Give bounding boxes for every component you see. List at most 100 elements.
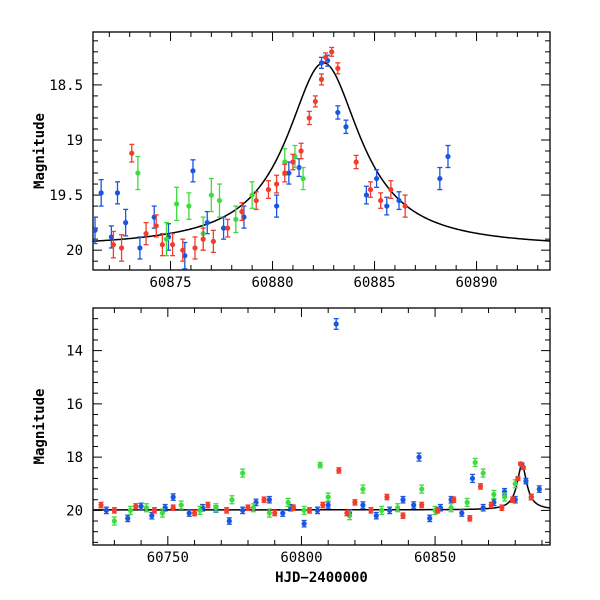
data-point (285, 497, 291, 508)
data-point (445, 144, 451, 169)
data-point (137, 236, 143, 260)
data-point (229, 495, 235, 505)
data-point (174, 186, 180, 222)
x-axis-label: HJD−2400000 (275, 570, 368, 586)
data-point (191, 509, 198, 517)
data-point (143, 221, 149, 246)
data-point (133, 503, 139, 510)
data-point (274, 174, 280, 194)
series-blue (93, 54, 451, 270)
data-point (225, 218, 231, 238)
data-point (204, 210, 210, 235)
data-point (512, 479, 518, 489)
data-point (200, 227, 206, 251)
data-point (298, 142, 304, 160)
data-point (290, 153, 296, 171)
y-tick-label: 14 (66, 344, 83, 360)
data-point (240, 506, 246, 515)
data-point (379, 505, 385, 516)
data-point (520, 465, 526, 471)
data-point (335, 105, 341, 120)
data-point (123, 208, 129, 237)
data-point (464, 497, 470, 508)
data-point (448, 503, 454, 513)
x-tick-label: 60885 (353, 275, 395, 291)
y-tick-label: 20 (66, 503, 83, 519)
data-point (241, 205, 247, 229)
data-point (245, 504, 251, 512)
data-point (233, 205, 239, 234)
data-point (210, 229, 216, 254)
data-point (125, 514, 131, 523)
data-point (329, 46, 335, 57)
data-point (93, 216, 98, 245)
data-point (213, 503, 219, 513)
data-point (518, 461, 524, 467)
data-point (363, 185, 369, 205)
data-point (149, 511, 155, 520)
data-point (318, 73, 325, 86)
data-point (306, 507, 313, 514)
data-point (266, 508, 272, 518)
data-point (153, 214, 159, 238)
data-point (127, 505, 134, 516)
data-point (239, 202, 245, 222)
data-point (186, 509, 192, 517)
data-point (373, 169, 380, 189)
data-point (114, 181, 121, 205)
data-point (333, 318, 339, 330)
y-tick-label: 19.5 (49, 188, 83, 204)
data-point (499, 504, 505, 512)
data-point (400, 495, 406, 504)
data-point (396, 191, 402, 211)
y-tick-label: 18.5 (49, 78, 83, 94)
series-green (111, 457, 518, 526)
data-point (528, 493, 534, 501)
data-point (290, 504, 297, 512)
data-point (400, 512, 406, 520)
series-blue (103, 318, 542, 528)
data-point (159, 508, 166, 518)
data-point (98, 178, 104, 207)
data-point (111, 516, 117, 526)
data-point (250, 503, 256, 513)
data-point (292, 144, 298, 169)
data-point (296, 158, 302, 177)
data-point (240, 468, 246, 478)
x-tick-label: 60750 (147, 550, 189, 566)
data-point (419, 501, 425, 509)
data-point (306, 110, 312, 126)
data-point (300, 166, 306, 191)
x-tick-label: 60800 (280, 550, 322, 566)
y-axis-label: Magnitude (32, 389, 48, 465)
data-point (488, 501, 494, 509)
data-point (186, 192, 192, 220)
data-point (282, 163, 288, 183)
data-point (301, 505, 307, 516)
data-point (416, 452, 422, 462)
data-point (480, 503, 486, 512)
data-point (111, 507, 117, 514)
data-point (220, 216, 227, 240)
data-point (343, 119, 349, 135)
data-point (266, 495, 272, 504)
data-point (352, 499, 358, 506)
bottom-panel: 60750 60800 60850 14 16 18 20 Magnitude HJD−2400… (32, 307, 551, 586)
series-green (135, 144, 306, 257)
plot-frame (92, 307, 551, 546)
data-point (249, 181, 255, 209)
data-point (419, 484, 425, 494)
data-point (378, 192, 384, 209)
data-point (491, 489, 497, 500)
data-point (402, 194, 408, 218)
data-point (192, 236, 198, 260)
data-point (314, 506, 321, 515)
data-point (317, 461, 323, 469)
data-point (163, 221, 170, 257)
data-point (178, 500, 184, 510)
data-point (322, 52, 329, 63)
data-point (170, 504, 176, 512)
data-point (353, 154, 359, 170)
data-point (208, 177, 214, 213)
data-point (515, 475, 521, 482)
